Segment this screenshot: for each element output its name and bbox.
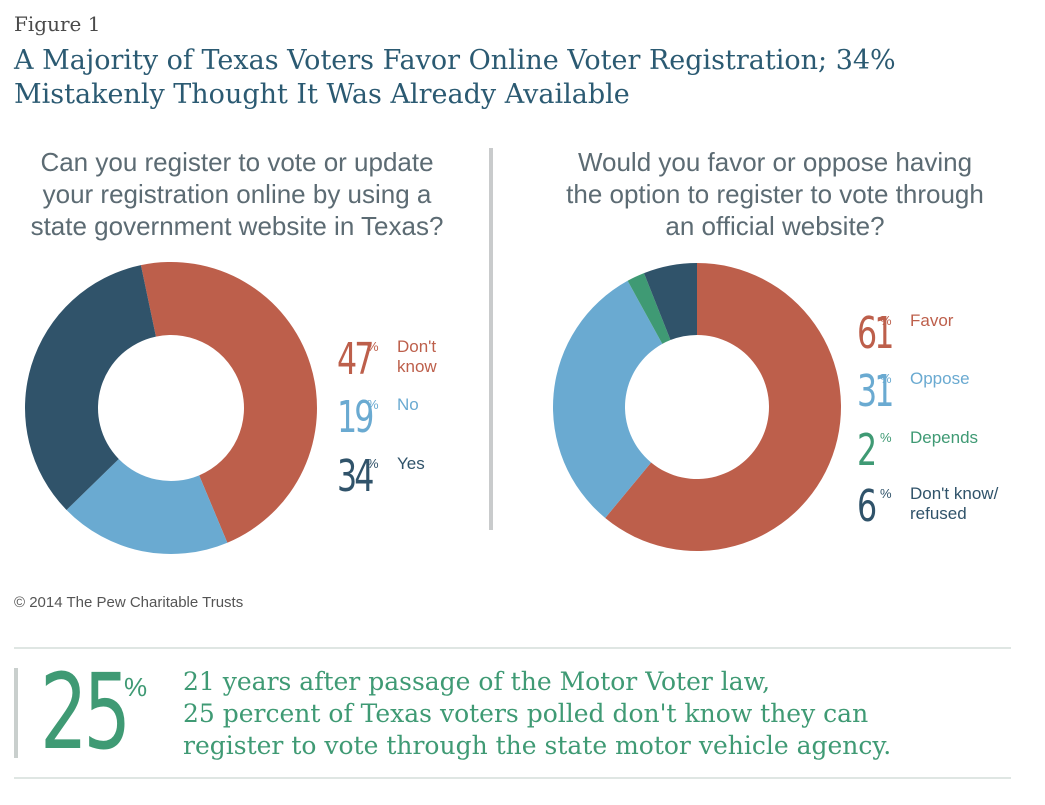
right-question-line-1: Would you favor or oppose having [577, 147, 973, 177]
donut-left-slice-no [66, 458, 228, 554]
legend-label-line: know [397, 357, 437, 376]
right-question-line-2: the option to register to vote through [566, 179, 984, 209]
donut-right [552, 263, 841, 551]
legend-label-line: Don't [397, 337, 437, 356]
legend-value: 47 [337, 334, 374, 385]
figure-label: Figure 1 [14, 12, 101, 36]
donut-left [24, 262, 318, 554]
donut-left-slice-yes [24, 265, 156, 510]
main-title-line-2: Mistakenly Thought It Was Already Availa… [14, 79, 630, 110]
copyright: © 2014 The Pew Charitable Trusts [14, 594, 244, 611]
left-chart-question: Can you register to vote or update your … [12, 146, 462, 242]
donut-right-slice-oppose [552, 280, 663, 518]
right-chart-question: Would you favor or oppose having the opt… [540, 146, 1010, 242]
main-title: A Majority of Texas Voters Favor Online … [14, 44, 1024, 112]
legend-percent-sign: % [880, 313, 892, 328]
callout-side-bar [14, 668, 18, 758]
left-question-line-1: Can you register to vote or update [40, 147, 434, 177]
legend-label-line: Don't know/ [910, 484, 999, 503]
donut-right-slice-depends [627, 273, 671, 344]
legend-percent-sign: % [880, 430, 892, 445]
legend-label: Don't know/refused [910, 484, 998, 524]
main-title-line-1: A Majority of Texas Voters Favor Online … [14, 45, 896, 76]
legend-percent-sign: % [367, 339, 379, 354]
legend-left-item-no: 19% No [337, 392, 419, 443]
donut-right-slice-don-t-know-refused [643, 263, 697, 341]
legend-percent-sign: % [367, 397, 379, 412]
legend-label-line: refused [910, 504, 967, 523]
legend-value: 31 [857, 366, 894, 417]
legend-label-line: Oppose [910, 369, 970, 388]
legend-percent-sign: % [367, 456, 379, 471]
callout-line-2: 25 percent of Texas voters polled don't … [183, 699, 869, 728]
callout-text: 21 years after passage of the Motor Vote… [183, 666, 983, 762]
legend-label-line: Favor [910, 311, 954, 330]
legend-right-item-favor: 61% Favor [857, 308, 953, 359]
legend-value: 2 [857, 425, 877, 476]
left-question-line-2: your registration online by using a [42, 179, 432, 209]
legend-right-item-depends: 2% Depends [857, 425, 978, 476]
legend-right-item-don-t-know-refused: 6% Don't know/refused [857, 481, 998, 532]
legend-left-item-yes: 34% Yes [337, 451, 425, 502]
callout-top-rule [14, 647, 1011, 649]
legend-left-item-don-t-know: 47% Don't know [337, 334, 437, 385]
legend-label-line: Yes [397, 454, 425, 473]
left-question-line-3: state government website in Texas? [30, 211, 444, 241]
vertical-divider [489, 148, 493, 530]
callout-bottom-rule [14, 777, 1011, 779]
legend-value: 6 [857, 481, 877, 532]
legend-label: Oppose [910, 369, 970, 389]
legend-label-line: Depends [910, 428, 979, 447]
callout-number: 25 [40, 651, 131, 773]
legend-value: 34 [337, 451, 374, 502]
legend-percent-sign: % [880, 486, 892, 501]
callout-line-1: 21 years after passage of the Motor Vote… [183, 667, 771, 696]
legend-label: Yes [397, 454, 425, 474]
legend-value: 19 [337, 392, 374, 443]
legend-percent-sign: % [880, 371, 892, 386]
legend-value: 61 [857, 308, 894, 359]
legend-label: Depends [910, 428, 978, 448]
right-question-line-3: an official website? [665, 211, 885, 241]
legend-label: Favor [910, 311, 953, 331]
legend-label-line: No [397, 395, 419, 414]
callout-line-3: register to vote through the state motor… [183, 731, 892, 760]
callout-percent-sign: % [124, 672, 148, 702]
legend-label: Don't know [397, 337, 437, 377]
legend-label: No [397, 395, 419, 415]
donut-right-slice-favor [605, 263, 841, 551]
legend-right-item-oppose: 31% Oppose [857, 366, 970, 417]
donut-left-slice-don-t-know [140, 262, 318, 543]
